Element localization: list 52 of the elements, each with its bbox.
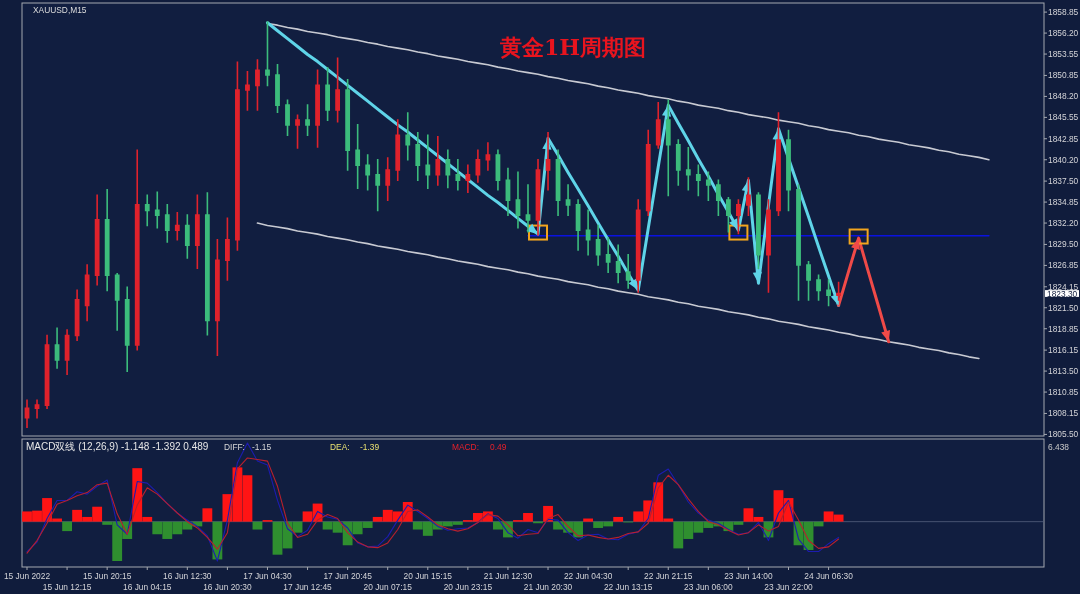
x-tick-label: 21 Jun 12:30 (483, 570, 533, 581)
y-tick-label: 1826.85 (1048, 260, 1079, 271)
y-tick-label: 1856.20 (1048, 28, 1079, 39)
x-tick-label: 24 Jun 06:30 (804, 570, 854, 581)
y-tick-label: 1840.20 (1048, 154, 1079, 165)
text: 6.438 (1048, 442, 1070, 452)
annotation: MACD: (452, 442, 479, 452)
annotation: -1.15 (252, 442, 272, 452)
x-tick-label: 21 Jun 20:30 (523, 581, 573, 592)
y-tick-label: 1808.15 (1048, 408, 1079, 419)
x-tick-label: 23 Jun 06:00 (684, 581, 733, 592)
x-tick-label: 22 Jun 13:15 (603, 581, 653, 592)
y-tick-label: 1837.50 (1048, 176, 1079, 187)
x-tick-label: 22 Jun 04:30 (563, 570, 613, 581)
y-tick-label: 1853.55 (1048, 49, 1079, 60)
x-tick-label: 16 Jun 20:30 (203, 581, 252, 592)
y-tick-label: 1813.50 (1048, 366, 1079, 377)
x-tick-label: 15 Jun 2022 (3, 570, 51, 581)
x-tick-label: 17 Jun 12:45 (283, 581, 333, 592)
y-tick-label: 1858.85 (1048, 7, 1079, 18)
text: 黄金1H周期图 (498, 34, 647, 60)
x-tick-label: 16 Jun 12:30 (163, 570, 212, 581)
x-tick-label: 17 Jun 04:30 (243, 570, 293, 581)
x-tick-label: 22 Jun 21:15 (644, 570, 693, 581)
y-tick-label: 1805.50 (1048, 429, 1079, 440)
annotation: DEA: (330, 442, 350, 452)
x-tick-label: 20 Jun 15:15 (403, 570, 453, 581)
x-tick-label: 20 Jun 23:15 (443, 581, 493, 592)
annotation: MACD双线 (12,26,9) -1.148 -1.392 0.489 (26, 441, 209, 452)
y-tick-label: 1816.15 (1048, 345, 1079, 356)
x-tick-label: 17 Jun 20:45 (323, 570, 373, 581)
y-tick-label: 1821.50 (1048, 302, 1079, 313)
y-tick-label: 1848.20 (1048, 91, 1079, 102)
x-tick-label: 23 Jun 22:00 (764, 581, 814, 592)
annotation: -1.39 (360, 442, 380, 452)
x-tick-label: 15 Jun 20:15 (82, 570, 132, 581)
y-tick-label: 1818.85 (1048, 323, 1079, 334)
x-tick-label: 16 Jun 04:15 (123, 581, 172, 592)
y-tick-label: 1845.55 (1048, 112, 1079, 123)
y-tick-label: 1832.20 (1048, 218, 1079, 229)
annotation: 0.49 (490, 442, 507, 452)
annotation: DIFF: (224, 442, 245, 452)
y-tick-label: 1850.85 (1048, 70, 1079, 81)
y-tick-label: 1829.50 (1048, 239, 1079, 250)
x-tick-label: 23 Jun 14:00 (724, 570, 773, 581)
y-tick-label: 1834.85 (1048, 197, 1079, 208)
y-tick-label: 1823.30 (1047, 288, 1078, 299)
annotation: XAUUSD,M15 (33, 5, 87, 15)
y-tick-label: 1810.85 (1048, 387, 1079, 398)
x-tick-label: 20 Jun 07:15 (363, 581, 413, 592)
x-tick-label: 15 Jun 12:15 (42, 581, 92, 592)
y-tick-label: 1842.85 (1048, 133, 1079, 144)
